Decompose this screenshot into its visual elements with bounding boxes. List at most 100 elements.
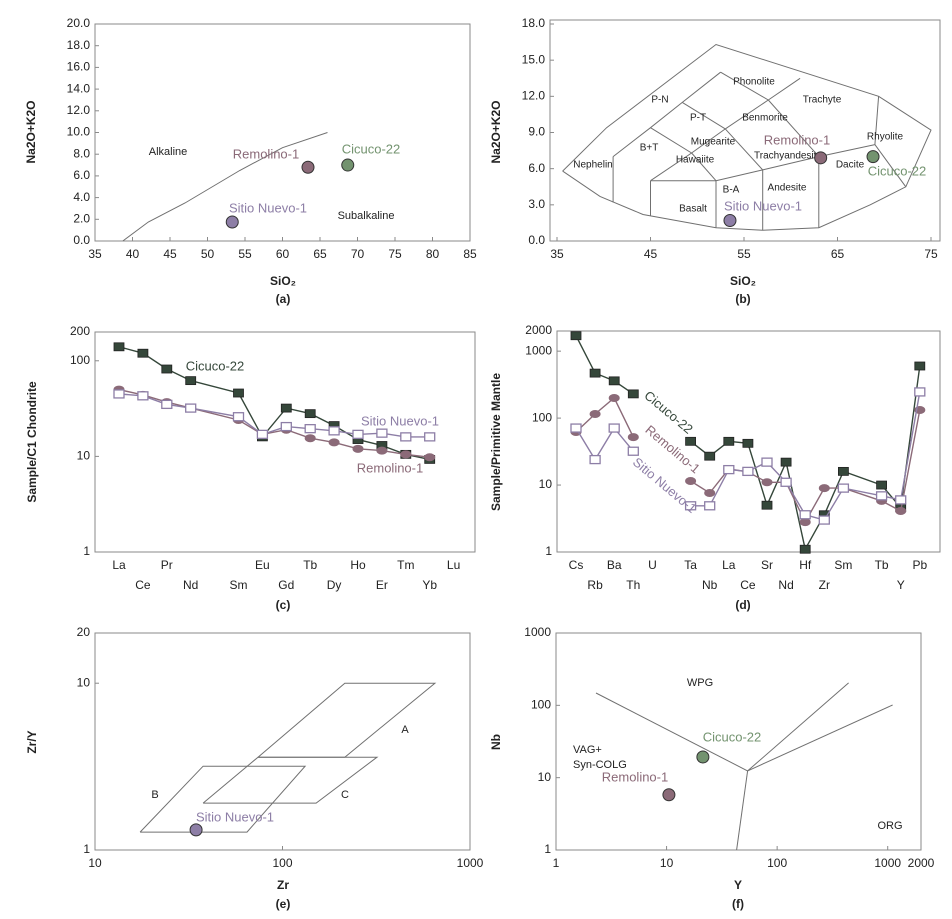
x-tick-label: 65 (831, 247, 845, 261)
field-label: B (151, 789, 158, 801)
series-line (575, 396, 921, 524)
marker (161, 399, 173, 410)
plot-frame (556, 330, 941, 553)
x-tick-label: 1000 (874, 856, 901, 870)
series-label: Remolino-1 (764, 132, 830, 147)
marker (761, 457, 773, 467)
series-label: Remolino-1 (233, 146, 299, 161)
x-axis-label: SiO₂ (730, 274, 756, 288)
field-label: Andesite (768, 183, 807, 194)
y-tick-label: 6.0 (73, 168, 90, 182)
field-boundary (612, 71, 721, 157)
marker (352, 444, 364, 453)
series-label: Sitio Nuevo-1 (361, 413, 439, 428)
plot-frame (94, 632, 471, 851)
x-tick-label: Sm (834, 558, 852, 572)
x-tick-label: 75 (388, 247, 402, 261)
field-label: ORG (877, 820, 902, 832)
field-boundary (724, 128, 764, 171)
x-tick-label: Nd (778, 578, 793, 592)
x-axis-label: Y (734, 878, 742, 892)
marker (608, 376, 620, 386)
marker (761, 478, 773, 487)
marker (704, 489, 716, 498)
y-tick-label: 2.0 (73, 211, 90, 225)
y-tick-label: 1 (83, 544, 90, 558)
field-boundary (595, 692, 748, 772)
x-tick-label: 55 (238, 247, 252, 261)
marker (328, 438, 340, 447)
marker (876, 480, 887, 490)
marker (914, 361, 926, 371)
marker (232, 412, 245, 422)
marker (799, 518, 811, 527)
series-label: Sitio Nuevo-1 (724, 198, 802, 213)
y-axis-label: Nb (489, 734, 503, 750)
marker (742, 438, 754, 448)
x-tick-label: Ho (350, 558, 366, 572)
y-tick-label: 10.0 (67, 125, 91, 139)
marker (818, 484, 830, 493)
y-tick-label: 18.0 (67, 38, 91, 52)
x-axis-label: Zr (277, 878, 289, 892)
y-axis-label: Na2O+K2O (24, 100, 38, 163)
x-tick-label: U (648, 558, 657, 572)
marker (875, 491, 888, 501)
marker (723, 464, 735, 475)
x-tick-label: Tb (303, 558, 317, 572)
y-tick-label: 100 (70, 353, 90, 367)
x-tick-label: Y (897, 578, 905, 592)
marker (304, 409, 316, 419)
plot-frame (94, 331, 476, 553)
point (301, 160, 315, 174)
field-label: P-N (651, 95, 668, 106)
marker (113, 389, 125, 399)
point (662, 788, 676, 802)
marker (400, 450, 412, 459)
field-boundary (747, 682, 849, 772)
x-tick-label: Yb (422, 578, 437, 592)
marker (185, 376, 197, 386)
marker (570, 423, 582, 433)
y-tick-label: 1000 (524, 625, 551, 639)
marker (233, 388, 244, 398)
x-tick-label: Th (626, 578, 640, 592)
y-tick-label: 100 (531, 698, 551, 712)
field-label: Trachyte (803, 95, 842, 106)
field-label: P-T (690, 113, 706, 124)
marker (837, 483, 850, 493)
field-boundary (202, 756, 379, 804)
x-tick-label: Pr (161, 558, 173, 572)
marker (895, 495, 907, 505)
x-tick-label: Ta (684, 558, 697, 572)
y-tick-label: 10 (538, 770, 552, 784)
marker (589, 454, 601, 465)
y-tick-label: 16.0 (67, 60, 91, 74)
y-tick-label: 1 (545, 544, 552, 558)
x-tick-label: 60 (276, 247, 290, 261)
field-label: B-A (723, 185, 740, 196)
field-boundary (767, 99, 820, 157)
caption: (d) (735, 598, 750, 612)
field-boundary (562, 43, 932, 231)
marker (685, 476, 697, 485)
marker (113, 342, 125, 352)
x-tick-label: Sm (230, 578, 248, 592)
marker (704, 501, 716, 511)
marker (799, 510, 811, 520)
x-tick-label: 55 (737, 247, 751, 261)
y-axis-label: Zr/Y (25, 730, 39, 753)
x-tick-label: 45 (163, 247, 177, 261)
x-tick-label: 70 (351, 247, 365, 261)
point (189, 823, 203, 837)
y-tick-label: 4.0 (73, 190, 90, 204)
x-tick-label: La (722, 558, 736, 572)
field-label: Mugearite (691, 137, 736, 148)
field-boundary (682, 101, 726, 130)
marker (376, 428, 388, 438)
field-label: Nephelin (573, 160, 612, 171)
x-tick-label: 40 (126, 247, 140, 261)
x-tick-label: Nb (702, 578, 718, 592)
marker (137, 348, 149, 358)
y-tick-label: 1 (83, 842, 90, 856)
